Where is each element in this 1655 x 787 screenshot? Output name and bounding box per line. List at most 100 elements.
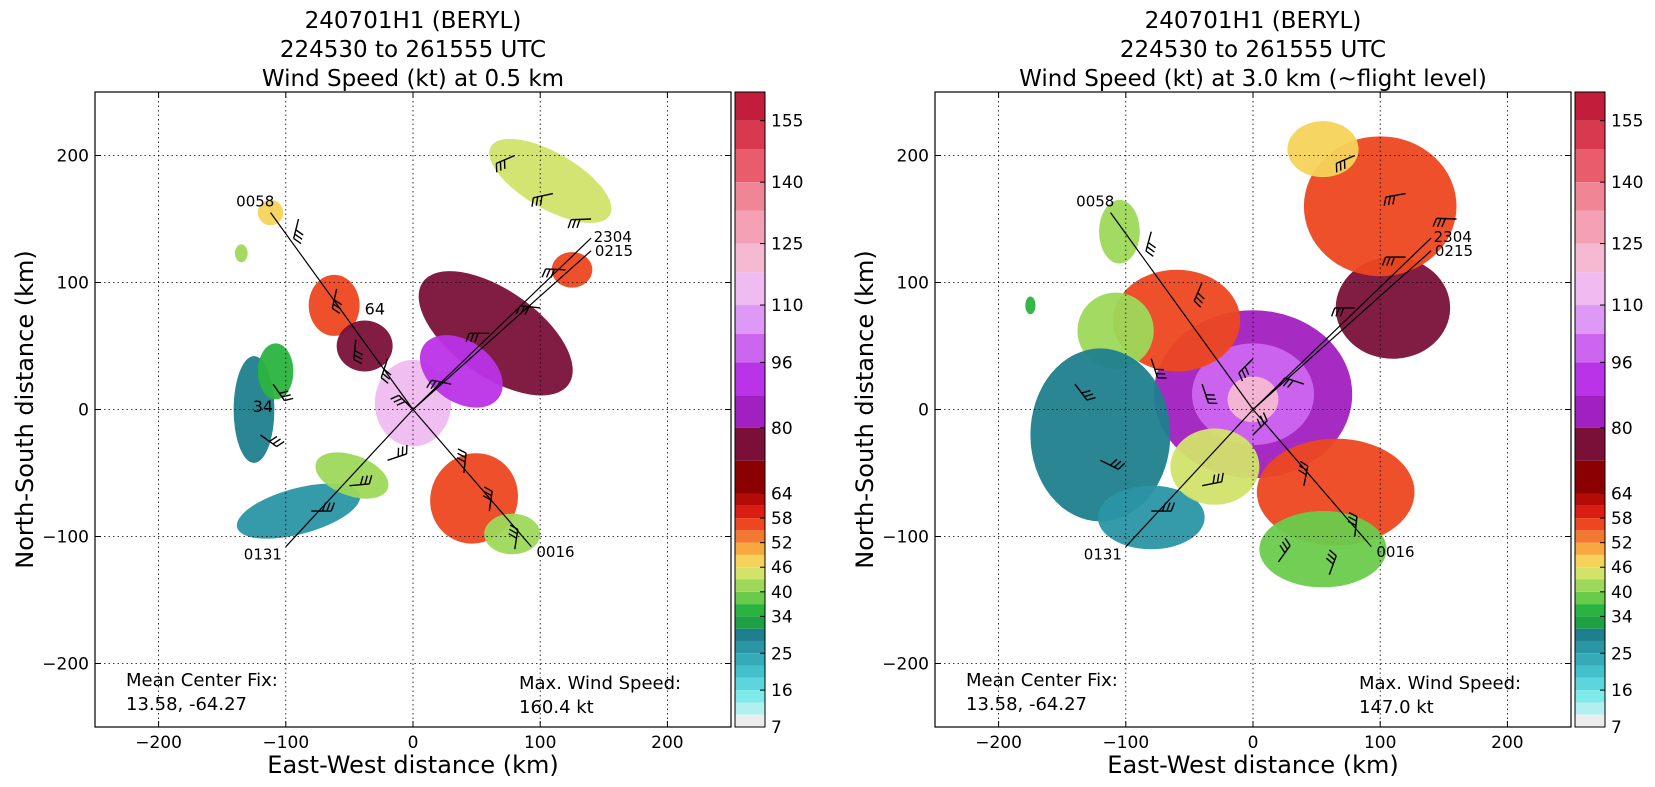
track-label-2304: 2304 (1434, 228, 1472, 246)
colorbar-tick-label-6: 46 (771, 558, 793, 578)
wind-barb-1 (1145, 231, 1156, 257)
wind-region-15 (1025, 296, 1036, 315)
colorbar-segment-12 (1575, 579, 1605, 592)
colorbar-segment-1 (735, 714, 765, 727)
mean-center-fix-label: Mean Center Fix: (126, 670, 278, 691)
contour-label-1: 34 (253, 397, 273, 416)
wind-region-15 (234, 244, 248, 263)
colorbar-segment-13 (1575, 567, 1605, 580)
max-wind-label: Max. Wind Speed: (1359, 673, 1521, 694)
colorbar-tick-label-7: 52 (1611, 534, 1633, 554)
colorbar-segment-29 (735, 182, 765, 211)
colorbar-segment-3 (735, 690, 765, 703)
colorbar-tick-label-15: 155 (1611, 112, 1643, 132)
wind-region-13 (257, 343, 294, 400)
mean-center-fix-value: 13.58, -64.27 (126, 694, 247, 715)
track-label-0016: 0016 (1376, 543, 1414, 561)
colorbar-segment-5 (1575, 665, 1605, 678)
max-wind-label: Max. Wind Speed: (519, 673, 681, 694)
x-tick-label-5: 200 (651, 733, 683, 753)
colorbar-segment-4 (1575, 677, 1605, 691)
colorbar-segment-20 (1575, 460, 1605, 494)
colorbar-segment-21 (735, 427, 765, 461)
colorbar-tick-label-7: 52 (771, 534, 793, 554)
max-wind-value: 147.0 kt (1359, 697, 1434, 718)
track-label-0131: 0131 (244, 545, 282, 563)
colorbar-segment-30 (735, 149, 765, 183)
x-tick-label-3: 0 (408, 733, 419, 753)
colorbar-segment-25 (735, 305, 765, 334)
y-tick-label-5: 200 (897, 147, 929, 167)
wind-barb-10 (1335, 154, 1356, 173)
colorbar-segment-26 (735, 272, 765, 306)
wind-barb-4 (1201, 383, 1218, 405)
wind-barb-8 (1330, 307, 1355, 317)
y-tick-label-4: 100 (897, 274, 929, 294)
colorbar-segment-3 (1575, 690, 1605, 703)
colorbar-segment-21 (1575, 427, 1605, 461)
wind-barb-17 (349, 475, 373, 487)
wind-barb-19 (1074, 383, 1096, 401)
wind-barb-2 (331, 288, 343, 314)
x-tick-label-3: 0 (1248, 733, 1259, 753)
x-tick-label-2: −100 (1102, 733, 1149, 753)
colorbar-segment-5 (735, 665, 765, 678)
colorbar-segment-13 (735, 567, 765, 580)
wind-barb-11 (1383, 192, 1406, 206)
colorbar-segment-14 (1575, 554, 1605, 568)
colorbar-tick-label-14: 140 (771, 173, 803, 193)
chart-title-line-3: Wind Speed (kt) at 0.5 km (262, 66, 564, 92)
chart-title-line-2: 224530 to 261555 UTC (280, 37, 546, 63)
wind-region-5 (336, 320, 393, 372)
colorbar-segment-16 (1575, 530, 1605, 543)
colorbar-segment-4 (735, 677, 765, 691)
wind-region-13 (1259, 511, 1387, 588)
mean-center-fix-label: Mean Center Fix: (966, 670, 1118, 691)
wind-barb-19 (272, 383, 294, 402)
colorbar-tick-label-14: 140 (1611, 173, 1643, 193)
wind-barb-8 (515, 304, 541, 315)
wind-barb-13 (1298, 460, 1309, 486)
colorbar-tick-label-8: 58 (1611, 509, 1633, 529)
y-tick-label-5: 200 (57, 147, 89, 167)
y-tick-label-3: 0 (918, 401, 929, 421)
colorbar-segment-22 (735, 395, 765, 428)
colorbar-tick-label-13: 125 (1611, 235, 1643, 255)
wind-barb-20 (1277, 537, 1291, 563)
chart-title-line-3: Wind Speed (kt) at 3.0 km (~flight level… (1019, 66, 1487, 92)
wind-barb-5 (390, 394, 414, 410)
wind-barb-9 (1381, 256, 1406, 266)
colorbar-tick-label-11: 96 (1611, 353, 1633, 373)
x-tick-label-1: −200 (975, 733, 1022, 753)
colorbar-segment-18 (735, 505, 765, 519)
wind-region-10 (236, 483, 361, 539)
colorbar-segment-27 (1575, 243, 1605, 273)
colorbar-tick-label-3: 25 (1611, 644, 1633, 664)
wind-barb-15 (1325, 549, 1337, 575)
wind-region-6 (1287, 121, 1359, 178)
wind-barb-18 (1100, 458, 1126, 470)
colorbar-tick-label-10: 80 (1611, 419, 1633, 439)
x-tick-label-1: −200 (135, 733, 182, 753)
x-tick-label-4: 100 (524, 733, 556, 753)
colorbar-tick-label-13: 125 (771, 235, 803, 255)
colorbar-tick-label-12: 110 (771, 296, 803, 316)
track-label-0131: 0131 (1084, 545, 1122, 563)
colorbar-segment-31 (1575, 120, 1605, 150)
flight-track-0131 (1125, 409, 1254, 548)
wind-region-9 (484, 513, 541, 555)
colorbar-tick-label-9: 64 (771, 484, 793, 504)
colorbar-segment-15 (735, 542, 765, 555)
max-wind-value: 160.4 kt (519, 697, 594, 718)
track-label-0215: 0215 (595, 242, 633, 260)
mean-center-fix-value: 13.58, -64.27 (966, 694, 1087, 715)
x-tick-label-5: 200 (1491, 733, 1523, 753)
colorbar-segment-2 (735, 702, 765, 715)
colorbar-frame (1574, 91, 1606, 728)
colorbar-segment-20 (735, 460, 765, 494)
wind-barb-18 (311, 502, 336, 512)
